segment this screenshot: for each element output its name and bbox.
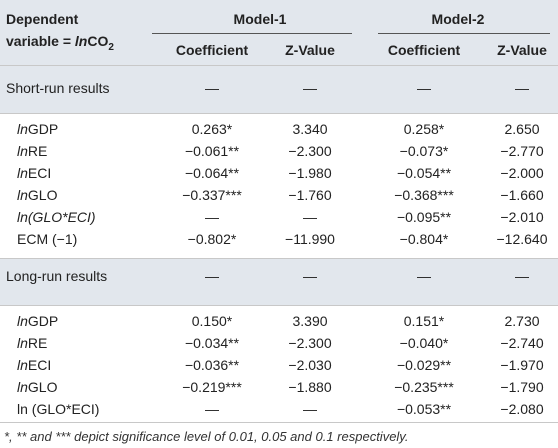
model-1-zvalue: −2.300	[288, 143, 332, 159]
model-2-coefficient: −0.073*	[399, 143, 449, 159]
model-2-zvalue: 2.730	[504, 313, 540, 329]
row-variable: lnGLO	[17, 379, 58, 395]
model-2-underline	[378, 33, 550, 34]
model-2-coefficient: −0.235***	[394, 379, 454, 395]
model-2-zvalue: −2.770	[500, 143, 544, 159]
model-1-zvalue: −1.880	[288, 379, 332, 395]
row-variable: ECM (−1)	[17, 231, 78, 247]
model-2-zvalue-header: Z-Value	[497, 42, 547, 58]
dependent-variable-label-line2: variable = lnCO2	[6, 33, 114, 53]
table-header-background	[0, 0, 558, 65]
section-label-short-run: Short-run results	[6, 80, 110, 96]
model-1-coefficient: −0.034**	[184, 335, 240, 351]
row-variable: lnECI	[17, 165, 52, 181]
model-1-underline	[152, 33, 352, 34]
model-2-coefficient: −0.053**	[396, 401, 452, 417]
section-rule	[0, 113, 558, 114]
model-2-coefficient: −0.368***	[394, 187, 454, 203]
model-1-coefficient: −0.802*	[187, 231, 237, 247]
placeholder-dash: —	[417, 80, 431, 96]
model-2-coefficient: −0.054**	[396, 165, 452, 181]
model-2-coefficient: 0.258*	[403, 121, 445, 137]
model-2-zvalue: −1.660	[500, 187, 544, 203]
table-footnote: *, ** and *** depict significance level …	[4, 429, 409, 444]
row-variable: lnGDP	[17, 121, 59, 137]
model-2-coefficient: −0.095**	[396, 209, 452, 225]
section-label-long-run: Long-run results	[6, 268, 108, 284]
model-1-coefficient: 0.150*	[191, 313, 233, 329]
model-2-header: Model-2	[431, 11, 485, 27]
model-1-coefficient: −0.337***	[182, 187, 242, 203]
model-2-zvalue: −2.740	[500, 335, 544, 351]
model-1-zvalue: −11.990	[285, 231, 335, 247]
row-variable: lnECI	[17, 357, 52, 373]
model-1-coefficient-header: Coefficient	[175, 42, 249, 58]
model-1-coefficient: −0.064**	[184, 165, 240, 181]
row-variable: lnGDP	[17, 313, 59, 329]
row-variable: lnRE	[17, 335, 48, 351]
placeholder-dash: —	[515, 80, 529, 96]
model-2-zvalue: 2.650	[504, 121, 540, 137]
model-1-coefficient: −0.036**	[184, 357, 240, 373]
model-2-coefficient: 0.151*	[403, 313, 445, 329]
model-2-coefficient: −0.029**	[396, 357, 452, 373]
model-2-zvalue: −2.080	[500, 401, 544, 417]
model-1-zvalue: −2.300	[288, 335, 332, 351]
placeholder-dash: —	[515, 268, 529, 284]
placeholder-dash: —	[205, 80, 219, 96]
model-2-coefficient-header: Coefficient	[387, 42, 461, 58]
model-1-coefficient: —	[205, 401, 219, 417]
row-variable: ln(GLO*ECI)	[17, 209, 96, 225]
model-1-zvalue: —	[303, 401, 317, 417]
model-2-coefficient: −0.804*	[399, 231, 449, 247]
model-2-zvalue: −1.790	[500, 379, 544, 395]
model-1-zvalue: −1.980	[288, 165, 332, 181]
model-2-zvalue: −1.970	[500, 357, 544, 373]
section-rule	[0, 305, 558, 306]
model-1-coefficient: −0.219***	[182, 379, 242, 395]
model-1-zvalue-header: Z-Value	[285, 42, 335, 58]
placeholder-dash: —	[205, 268, 219, 284]
header-rule	[0, 65, 558, 66]
model-2-coefficient: −0.040*	[399, 335, 449, 351]
model-1-coefficient: −0.061**	[184, 143, 240, 159]
dependent-variable-label-line1: Dependent	[6, 11, 79, 27]
model-1-zvalue: −2.030	[288, 357, 332, 373]
section-rule	[0, 258, 558, 259]
model-1-zvalue: 3.390	[292, 313, 328, 329]
model-2-zvalue: −2.000	[500, 165, 544, 181]
row-variable: lnGLO	[17, 187, 58, 203]
model-2-zvalue: −2.010	[500, 209, 544, 225]
placeholder-dash: —	[303, 268, 317, 284]
long-run-section-background	[0, 258, 558, 305]
model-1-coefficient: 0.263*	[191, 121, 233, 137]
footer-rule	[0, 422, 558, 423]
row-variable: ln (GLO*ECI)	[17, 401, 100, 417]
model-1-zvalue: −1.760	[288, 187, 332, 203]
model-2-zvalue: −12.640	[496, 231, 548, 247]
model-1-coefficient: —	[205, 209, 219, 225]
short-run-section-background	[0, 65, 558, 113]
model-1-header: Model-1	[233, 11, 287, 27]
model-1-zvalue: 3.340	[292, 121, 328, 137]
placeholder-dash: —	[417, 268, 431, 284]
model-1-zvalue: —	[303, 209, 317, 225]
placeholder-dash: —	[303, 80, 317, 96]
row-variable: lnRE	[17, 143, 48, 159]
